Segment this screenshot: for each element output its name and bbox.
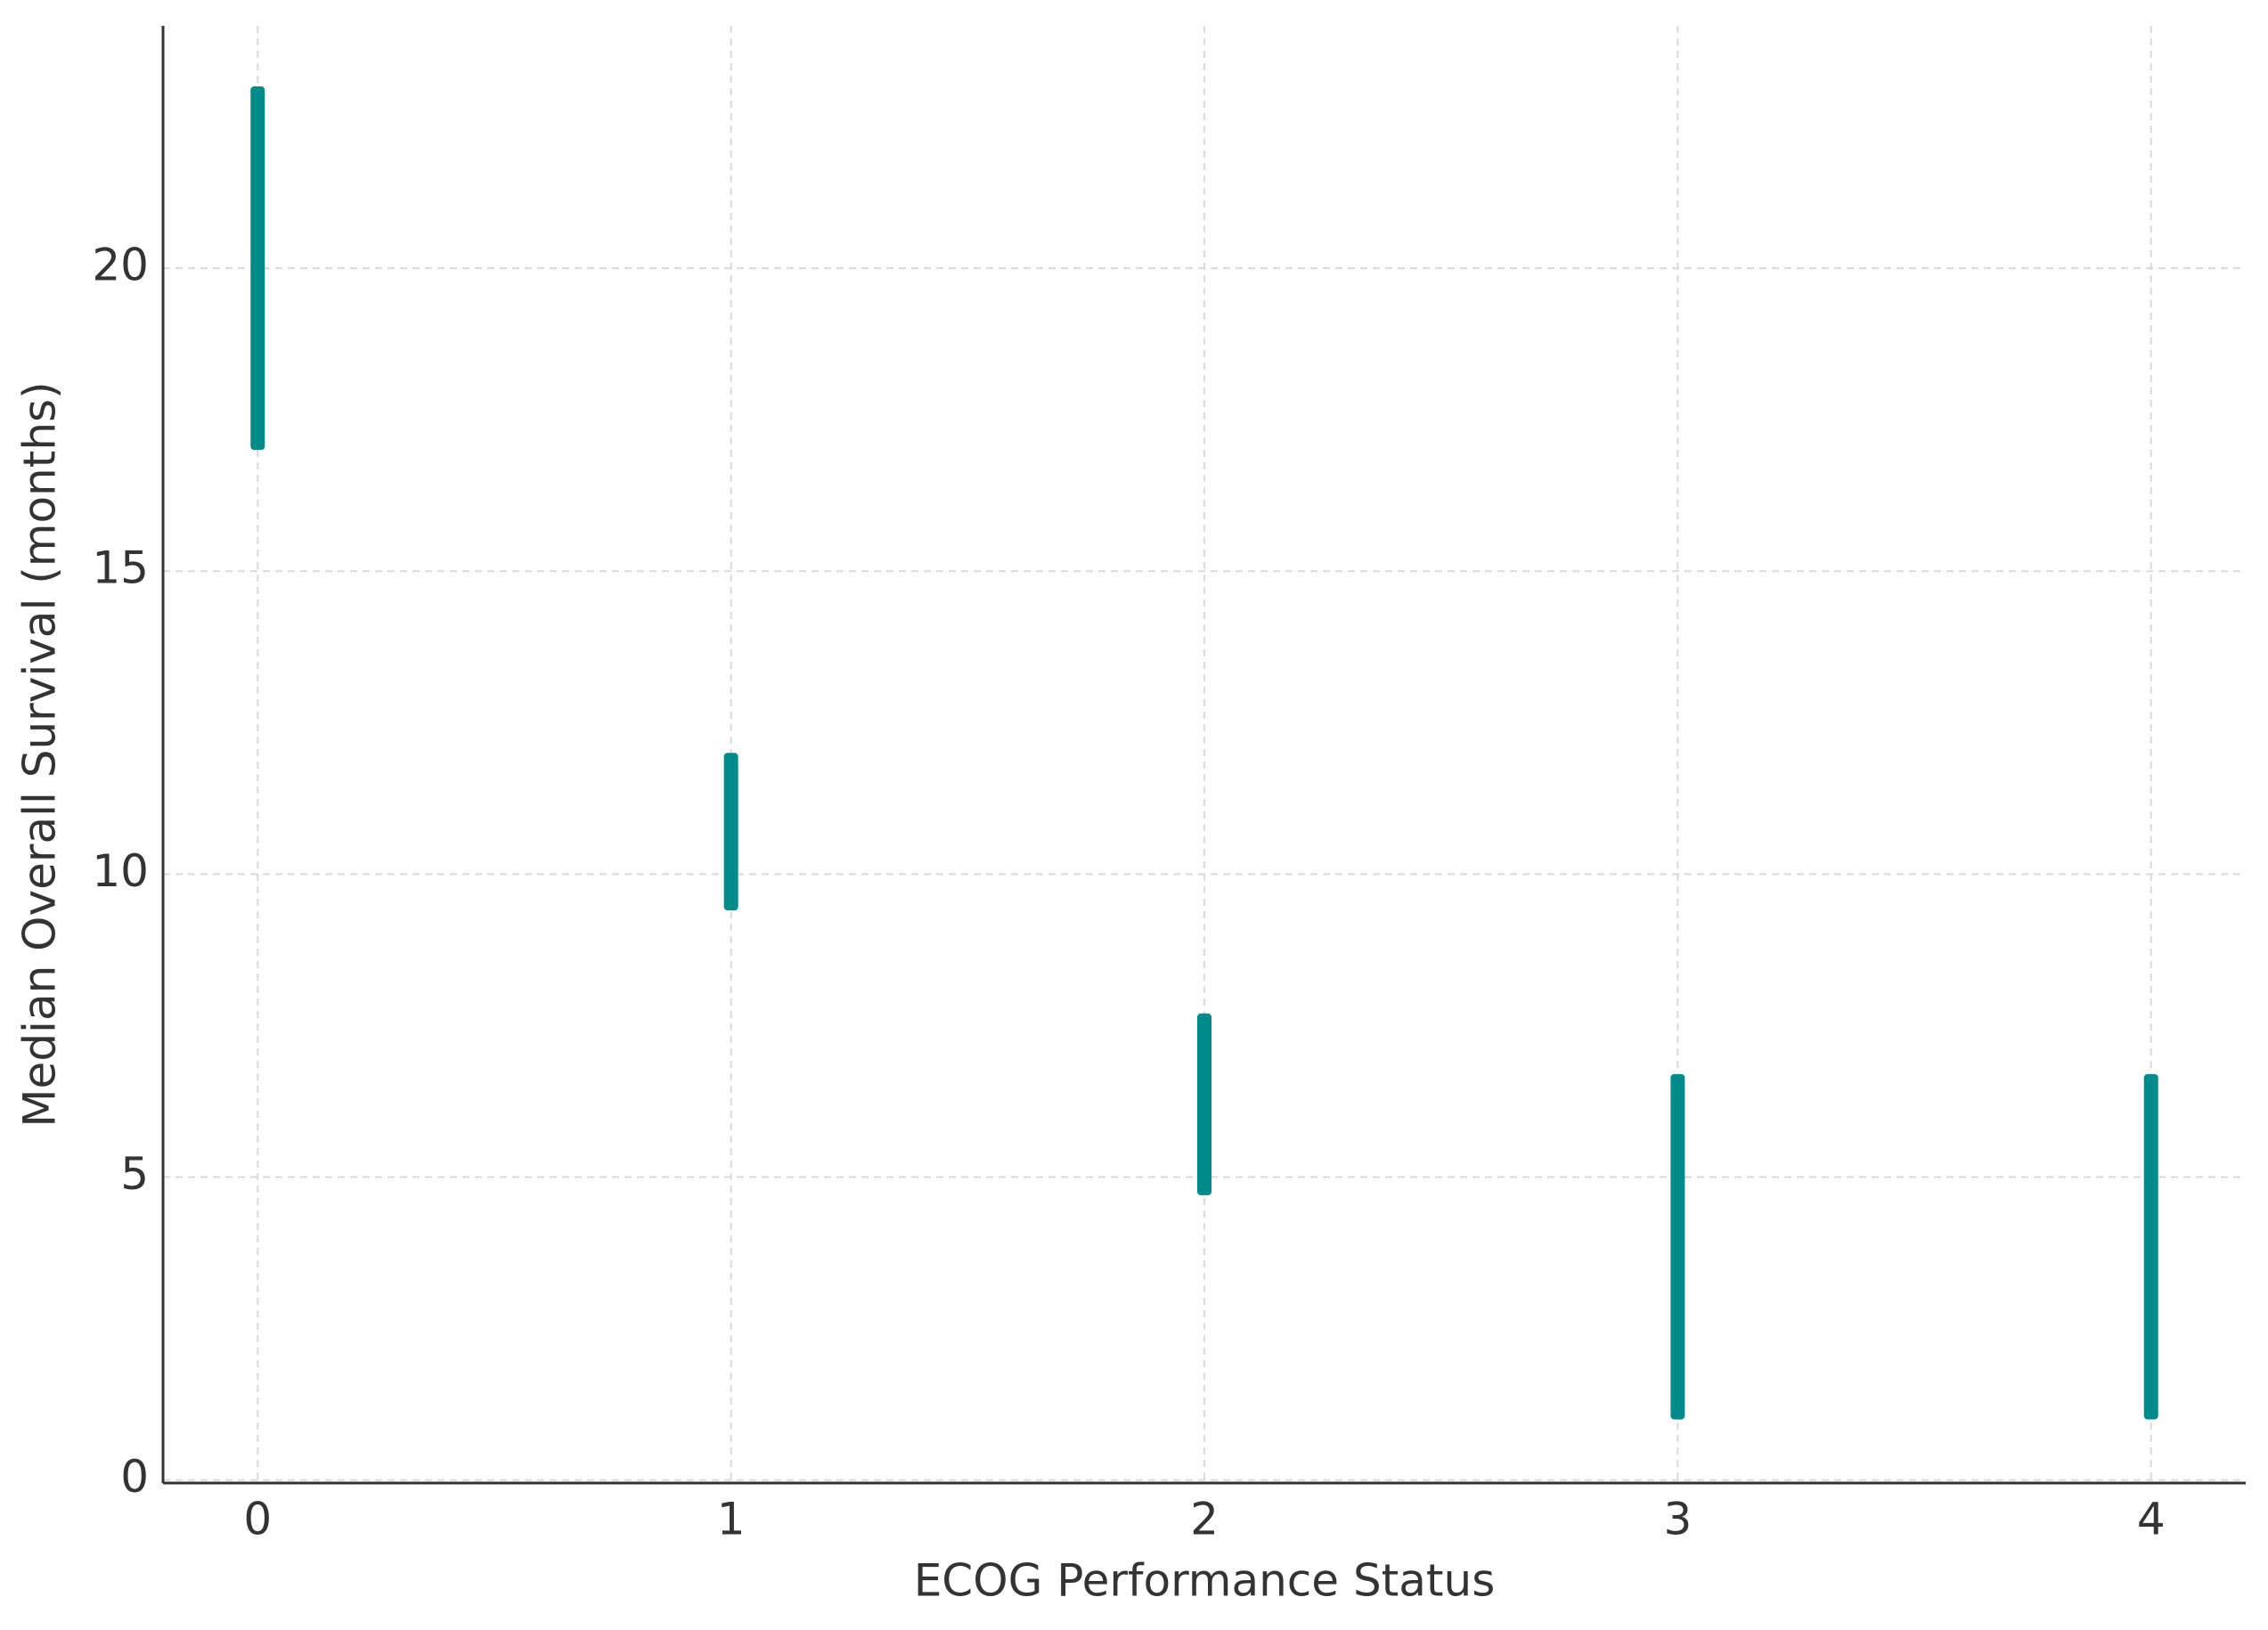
- range-bar: [2143, 1073, 2158, 1420]
- y-tick-label: 15: [92, 542, 149, 594]
- x-axis-label: ECOG Performance Status: [914, 1555, 1496, 1607]
- range-bar: [1670, 1073, 1685, 1420]
- range-bar: [250, 86, 265, 451]
- y-tick-label: 0: [120, 1451, 149, 1503]
- y-axis-label: Median Overall Survival (months): [14, 381, 66, 1127]
- x-tick-label: 2: [1190, 1494, 1219, 1545]
- y-tick-label: 5: [120, 1148, 149, 1200]
- x-tick-label: 4: [2137, 1494, 2166, 1545]
- x-tick-label: 3: [1663, 1494, 1692, 1545]
- y-tick-label: 10: [92, 845, 149, 897]
- range-bar: [1197, 1013, 1212, 1195]
- y-tick-label: 20: [92, 240, 149, 291]
- x-tick-label: 1: [717, 1494, 746, 1545]
- x-tick-label: 0: [243, 1494, 272, 1545]
- range-bar: [723, 753, 738, 911]
